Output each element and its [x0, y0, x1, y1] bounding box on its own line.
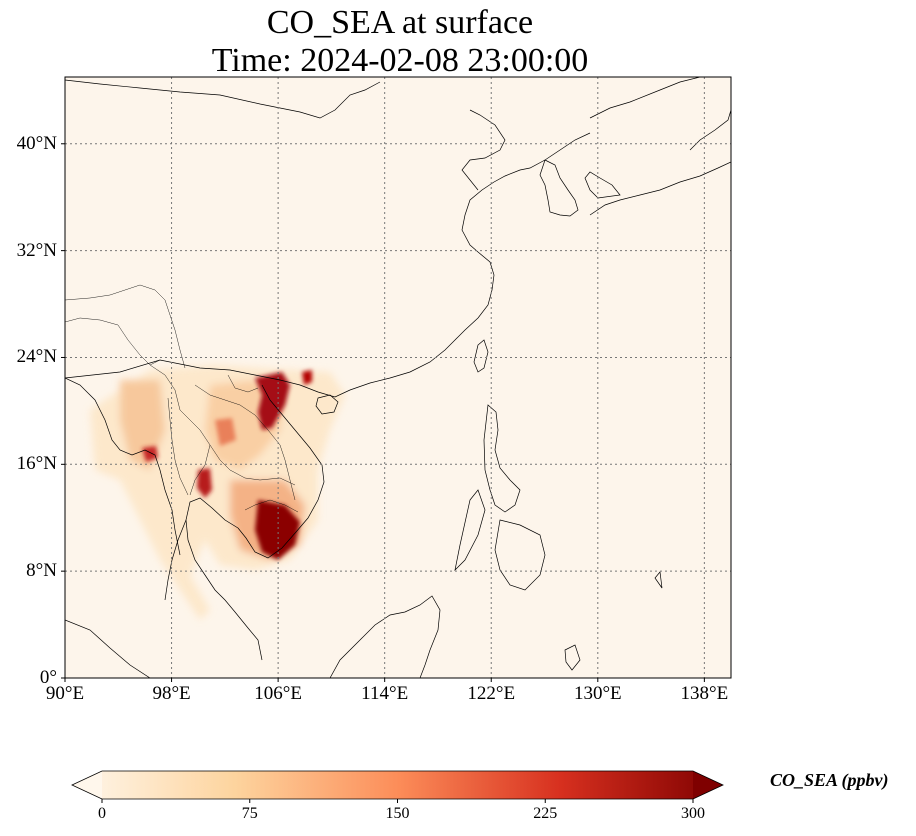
lon-tick-label: 122°E: [467, 683, 516, 704]
colorbar-extend-low: [72, 771, 102, 799]
lat-tick-label: 24°N: [16, 346, 57, 368]
co-concentration-field: [90, 365, 345, 620]
co-hotspot-hanoi: [255, 372, 290, 430]
colorbar-label: CO_SEA (ppbv): [770, 770, 889, 790]
lat-tick-label: 16°N: [16, 453, 57, 475]
lon-tick-label: 114°E: [361, 683, 409, 704]
lon-tick-label: 106°E: [254, 683, 302, 704]
lon-tick-label: 138°E: [680, 683, 729, 704]
colorbar-tick-label: 0: [98, 805, 106, 822]
lat-tick-label: 40°N: [16, 132, 57, 154]
colorbar-bar: [72, 771, 723, 799]
coastlines: [65, 77, 731, 678]
country-borders: [65, 284, 299, 513]
colorbar-tick-label: 150: [385, 805, 410, 822]
map-title-line2: Time: 2024-02-08 23:00:00: [211, 42, 589, 79]
map-title-line1: CO_SEA at surface: [266, 4, 534, 41]
colorbar-tick-label: 225: [533, 805, 558, 822]
lat-tick-label: 8°N: [26, 560, 57, 582]
lon-tick-label: 90°E: [45, 683, 85, 704]
co-hotspot-thailand: [197, 468, 212, 498]
colorbar-extend-high: [693, 771, 723, 799]
lon-tick-label: 130°E: [573, 683, 622, 704]
axis-tick-marks: [61, 143, 705, 682]
co-hotspot-cambodia: [255, 500, 300, 560]
co-hotspot-myanmar: [142, 446, 158, 462]
colorbar-tick-label: 300: [681, 805, 705, 822]
gridlines: [65, 77, 731, 678]
colorbar-tick-label: 75: [241, 805, 258, 822]
lat-tick-label: 32°N: [16, 239, 57, 261]
colorbar: [71, 770, 724, 803]
lon-tick-label: 98°E: [152, 683, 191, 704]
lat-tick-label: 0°: [39, 667, 57, 688]
map-frame: [64, 76, 732, 679]
co-hotspot-haiphong: [302, 370, 312, 385]
co-spot-laos: [215, 418, 236, 446]
colorbar-tick-marks: [101, 799, 694, 803]
